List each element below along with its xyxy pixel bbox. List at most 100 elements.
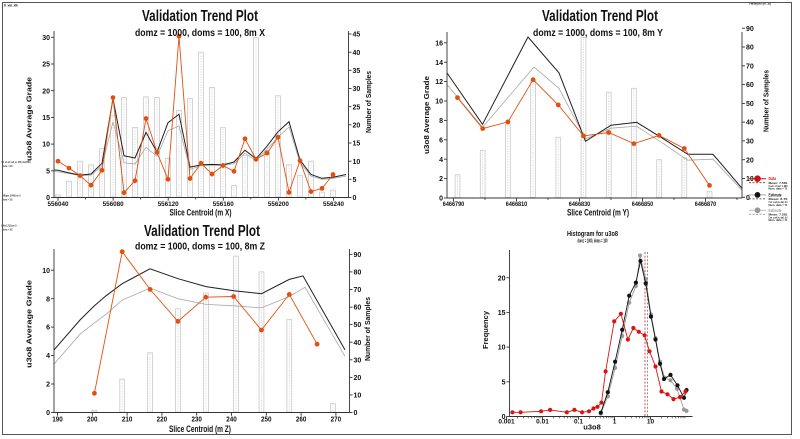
svg-text:6466830: 6466830: [569, 201, 591, 208]
svg-text:10: 10: [498, 345, 506, 352]
svg-text:Coef. of var: 1.383: Coef. of var: 1.383: [769, 184, 788, 188]
svg-text:Slice Centroid (m Z): Slice Centroid (m Z): [169, 424, 231, 434]
svg-text:556080: 556080: [103, 201, 124, 208]
svg-text:556160: 556160: [213, 201, 234, 208]
svg-text:Frequency: Frequency: [481, 310, 490, 349]
svg-text:10: 10: [42, 142, 50, 149]
svg-text:Validation Trend Plot: Validation Trend Plot: [542, 8, 658, 25]
svg-text:40: 40: [353, 50, 361, 57]
svg-text:6466810: 6466810: [506, 201, 528, 208]
svg-text:Number of Samples: Number of Samples: [764, 70, 771, 132]
svg-text:50: 50: [746, 101, 754, 108]
svg-text:2: 2: [439, 176, 443, 183]
svg-text:30: 30: [353, 86, 361, 93]
svg-text:0: 0: [46, 410, 50, 417]
svg-text:15: 15: [498, 310, 506, 317]
svg-text:190: 190: [52, 417, 63, 424]
svg-text:30: 30: [746, 139, 754, 146]
svg-text:40: 40: [354, 340, 362, 347]
svg-text:Data: Data: [769, 176, 777, 181]
svg-text:Mean: 7.581: Mean: 7.581: [769, 181, 789, 185]
svg-text:Number of Samples: Number of Samples: [366, 71, 373, 133]
svg-text:8: 8: [439, 118, 443, 125]
svg-text:70: 70: [354, 287, 362, 294]
svg-text:Number of Samples: Number of Samples: [365, 297, 372, 361]
svg-text:556040: 556040: [48, 201, 69, 208]
svg-text:556200: 556200: [268, 201, 289, 208]
svg-text:4: 4: [46, 353, 50, 360]
svg-text:10: 10: [42, 268, 50, 275]
svg-text:domz = 1000, doms = 100, 8m X: domz = 1000, doms = 100, 8m X: [135, 28, 265, 39]
svg-text:Corr. coef (w. dat): 0.6: Corr. coef (w. dat): 0.6: [769, 200, 788, 204]
svg-text:220: 220: [157, 417, 168, 424]
svg-text:0: 0: [502, 414, 506, 421]
svg-text:Slice Centroid (m Y): Slice Centroid (m Y): [567, 208, 629, 218]
svg-text:Mean: 7.281: Mean: 7.281: [769, 213, 789, 217]
svg-text:u3o8 Average Grade: u3o8 Average Grade: [25, 280, 34, 368]
svg-text:domz = 1000, doms = 100, 8m Y: domz = 1000, doms = 100, 8m Y: [533, 28, 663, 39]
svg-text:40: 40: [746, 120, 754, 127]
svg-text:u3o8: u3o8: [583, 423, 601, 432]
svg-text:90: 90: [354, 252, 362, 259]
svg-text:70: 70: [746, 63, 754, 70]
svg-text:5: 5: [502, 379, 506, 386]
svg-text:20: 20: [354, 375, 362, 382]
svg-text:_doms = 101: _doms = 101: [1, 198, 13, 202]
svg-text:30: 30: [354, 357, 362, 364]
svg-text:0: 0: [354, 410, 358, 417]
svg-text:50: 50: [354, 322, 362, 329]
svg-text:80: 80: [354, 270, 362, 277]
svg-text:6: 6: [46, 325, 50, 332]
svg-text:_doms = 101: _doms = 101: [1, 228, 13, 232]
svg-text:0: 0: [439, 196, 443, 203]
svg-text:210: 210: [122, 417, 133, 424]
svg-text:0: 0: [46, 195, 50, 202]
svg-text:270: 270: [331, 417, 342, 424]
svg-text:35: 35: [353, 68, 361, 75]
svg-text:12: 12: [435, 79, 443, 86]
svg-text:556120: 556120: [158, 201, 179, 208]
svg-text:Corr. coef (w. dat): 0.6: Corr. coef (w. dat): 0.6: [769, 215, 788, 219]
svg-text:10: 10: [354, 393, 362, 400]
svg-text:45: 45: [353, 32, 361, 39]
svg-text:10: 10: [353, 159, 361, 166]
svg-text:_fill(pct_2040) on 0: _fill(pct_2040) on 0: [1, 194, 21, 198]
svg-text:6466850: 6466850: [632, 201, 654, 208]
svg-text:260: 260: [296, 417, 307, 424]
svg-text:Num. data = 71: Num. data = 71: [769, 218, 788, 222]
svg-text:_dome = 101: _dome = 101: [1, 164, 13, 168]
svg-text:14: 14: [435, 60, 443, 67]
svg-text:Estimate: Estimate: [769, 192, 782, 197]
svg-text:0.1: 0.1: [574, 419, 583, 426]
svg-text:6: 6: [439, 137, 443, 144]
svg-text:u3o8 Average Grade: u3o8 Average Grade: [422, 76, 431, 154]
svg-text:0.01: 0.01: [536, 419, 549, 426]
svg-text:0: 0: [746, 195, 750, 202]
svg-text:16: 16: [435, 40, 443, 47]
svg-text:60: 60: [354, 305, 362, 312]
svg-text:Validation Trend Plot: Validation Trend Plot: [142, 8, 258, 25]
svg-text:u3o8 Average Grade: u3o8 Average Grade: [25, 77, 34, 161]
svg-text:20: 20: [42, 88, 50, 95]
svg-text:t-analysis (m_st): t-analysis (m_st): [749, 1, 771, 5]
svg-text:4: 4: [439, 157, 443, 164]
svg-text:6466870: 6466870: [695, 201, 717, 208]
svg-text:240: 240: [226, 417, 237, 424]
svg-text:10: 10: [435, 99, 443, 106]
svg-text:Mean: 6.76: Mean: 6.76: [769, 197, 789, 201]
svg-text:6466790: 6466790: [443, 201, 465, 208]
svg-text:5: 5: [46, 168, 50, 175]
svg-text:60: 60: [746, 82, 754, 89]
svg-text:200: 200: [87, 417, 98, 424]
svg-text:Slice Centroid (m X): Slice Centroid (m X): [170, 208, 232, 218]
svg-text:8: 8: [46, 296, 50, 303]
svg-text:15: 15: [353, 141, 361, 148]
svg-text:Validation Trend Plot: Validation Trend Plot: [144, 223, 260, 240]
svg-text:80: 80: [746, 45, 754, 52]
svg-text:25: 25: [42, 62, 50, 69]
svg-text:0: 0: [353, 195, 357, 202]
svg-text:5: 5: [353, 177, 357, 184]
svg-text:f-01_u3_qrtz_mdl_ore_(500)_His: f-01_u3_qrtz_mdl_ore_(500)_Hist(47004): [2, 160, 31, 164]
svg-text:25: 25: [353, 104, 361, 111]
svg-text:10: 10: [746, 176, 754, 183]
